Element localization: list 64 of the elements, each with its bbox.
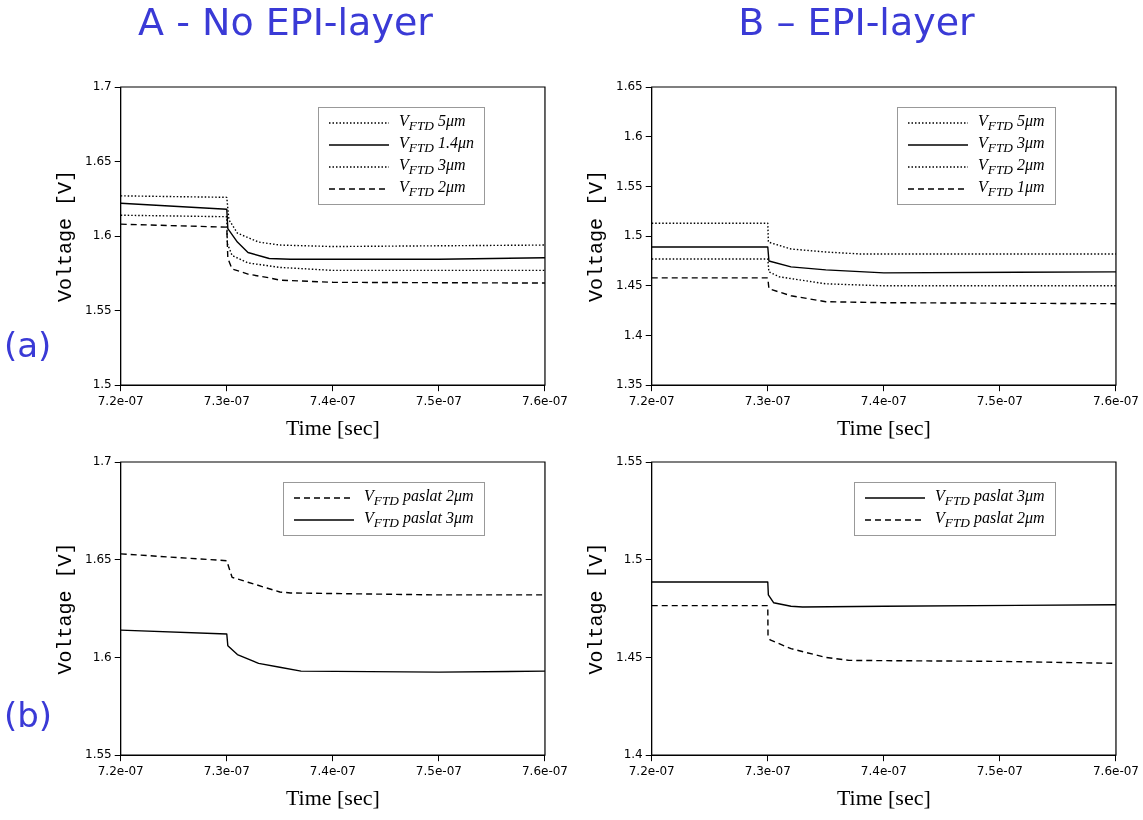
x-tick-label: 7.6e-07 — [521, 763, 569, 778]
x-tick-label: 7.2e-07 — [97, 763, 144, 778]
legend-label: V$_{FTD}$ 2μm — [398, 177, 466, 201]
y-axis-title: Voltage [V] — [585, 170, 609, 303]
x-tick-label: 7.2e-07 — [628, 763, 675, 778]
x-axis-title: Time [sec] — [836, 414, 931, 440]
legend-label: V$_{FTD}$ 3μm — [398, 155, 466, 179]
x-tick-label: 7.5e-07 — [415, 763, 462, 778]
y-tick-label: 1.45 — [616, 277, 643, 292]
y-axis-title: Voltage [V] — [585, 542, 609, 675]
text: (a) — [4, 325, 52, 366]
legend-label: V$_{FTD}$ 2μm — [977, 155, 1045, 179]
y-tick-label: 1.65 — [616, 79, 643, 94]
x-tick-label: 7.3e-07 — [203, 393, 250, 408]
legend-label: V$_{FTD}$ paslat 3μm — [934, 486, 1045, 510]
x-tick-label: 7.3e-07 — [744, 393, 791, 408]
y-tick-label: 1.5 — [623, 228, 643, 243]
y-tick-label: 1.45 — [616, 649, 643, 664]
legend-label: V$_{FTD}$ 1μm — [977, 177, 1045, 201]
x-tick-label: 7.6e-07 — [1092, 393, 1140, 408]
x-tick-label: 7.4e-07 — [860, 763, 907, 778]
x-tick-label: 7.4e-07 — [309, 393, 356, 408]
y-tick-label: 1.55 — [616, 178, 643, 193]
x-axis-title: Time [sec] — [285, 784, 380, 810]
x-tick-label: 7.2e-07 — [97, 393, 144, 408]
y-tick-label: 1.6 — [623, 128, 643, 143]
legend-label: V$_{FTD}$ 3μm — [977, 133, 1045, 157]
y-tick-label: 1.7 — [92, 454, 112, 469]
x-tick-label: 7.6e-07 — [1092, 763, 1140, 778]
y-tick-label: 1.55 — [85, 302, 112, 317]
y-tick-label: 1.5 — [92, 377, 112, 392]
y-tick-label: 1.55 — [85, 747, 112, 762]
y-tick-label: 1.4 — [623, 747, 643, 762]
chart-title: B – EPI-layer — [737, 0, 976, 44]
y-axis-title: Voltage [V] — [54, 542, 78, 675]
legend-label: V$_{FTD}$ paslat 2μm — [934, 508, 1045, 532]
y-tick-label: 1.65 — [85, 153, 112, 168]
y-tick-label: 1.55 — [616, 454, 643, 469]
x-tick-label: 7.5e-07 — [976, 763, 1023, 778]
legend-label: V$_{FTD}$ paslat 2μm — [363, 486, 474, 510]
x-tick-label: 7.4e-07 — [860, 393, 907, 408]
x-tick-label: 7.3e-07 — [203, 763, 250, 778]
y-axis-title: Voltage [V] — [54, 170, 78, 303]
y-tick-label: 1.7 — [92, 79, 112, 94]
y-tick-label: 1.35 — [616, 377, 643, 392]
x-tick-label: 7.5e-07 — [415, 393, 462, 408]
text: (b) — [4, 695, 53, 736]
x-tick-label: 7.6e-07 — [521, 393, 569, 408]
x-tick-label: 7.3e-07 — [744, 763, 791, 778]
legend-label: V$_{FTD}$ paslat 3μm — [363, 508, 474, 532]
x-tick-label: 7.5e-07 — [976, 393, 1023, 408]
y-tick-label: 1.5 — [623, 551, 643, 566]
legend-label: V$_{FTD}$ 1.4μn — [398, 133, 474, 157]
x-axis-title: Time [sec] — [836, 784, 931, 810]
y-tick-label: 1.4 — [623, 327, 643, 342]
x-axis-title: Time [sec] — [285, 414, 380, 440]
x-tick-label: 7.2e-07 — [628, 393, 675, 408]
y-tick-label: 1.65 — [85, 551, 112, 566]
chart-title: A - No EPI-layer — [137, 0, 434, 44]
y-tick-label: 1.6 — [92, 649, 112, 664]
legend-label: V$_{FTD}$ 5μm — [977, 111, 1045, 135]
x-tick-label: 7.4e-07 — [309, 763, 356, 778]
legend-label: V$_{FTD}$ 5μm — [398, 111, 466, 135]
y-tick-label: 1.6 — [92, 228, 112, 243]
